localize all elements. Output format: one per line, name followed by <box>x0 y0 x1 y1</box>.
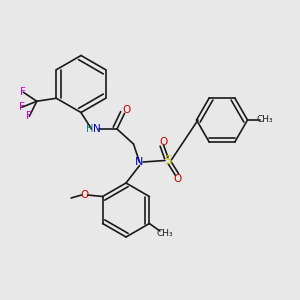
Text: CH₃: CH₃ <box>256 116 273 124</box>
Text: O: O <box>173 173 181 184</box>
Text: O: O <box>159 137 168 147</box>
Text: N: N <box>93 124 101 134</box>
Text: F: F <box>26 111 32 121</box>
Text: F: F <box>20 87 26 97</box>
Text: H: H <box>86 124 94 134</box>
Text: CH₃: CH₃ <box>156 229 173 238</box>
Text: O: O <box>122 105 130 116</box>
Text: O: O <box>80 190 89 200</box>
Text: N: N <box>135 157 144 167</box>
Text: S: S <box>164 154 172 167</box>
Text: F: F <box>19 102 25 112</box>
